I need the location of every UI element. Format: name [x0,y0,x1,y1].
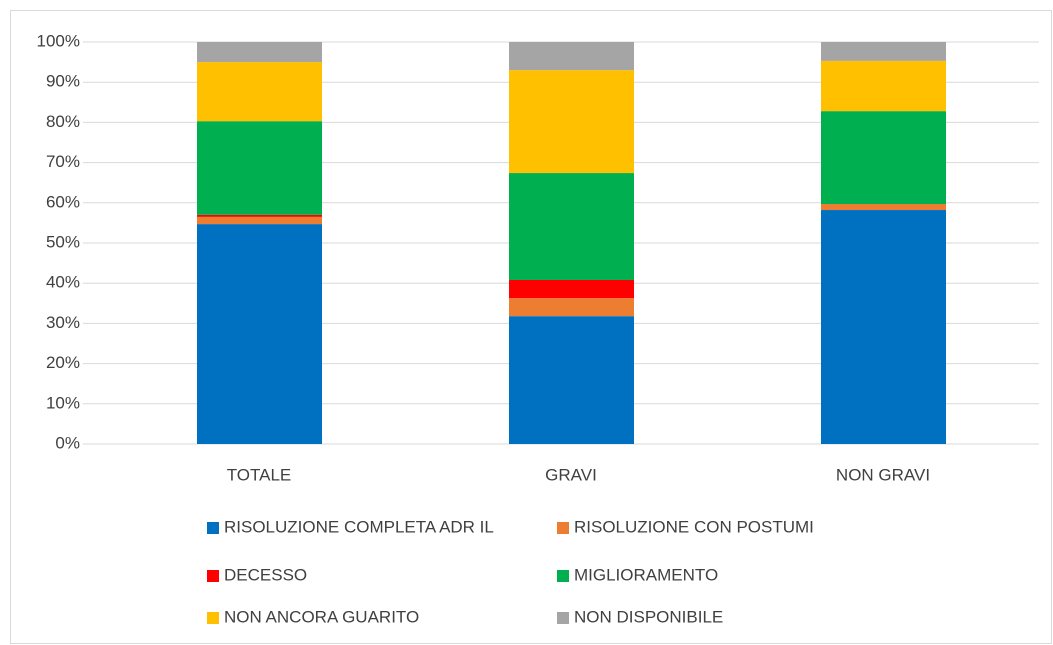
bar-segment [197,42,322,63]
bar-segment [509,279,634,299]
bar-segment [821,210,946,444]
bar-segment [509,42,634,71]
x-tick-label: NON GRAVI [836,465,930,484]
bar-segment [821,111,946,205]
x-tick-label: TOTALE [227,465,292,484]
bar-segment [821,60,946,112]
legend-label: MIGLIORAMENTO [574,565,718,584]
legend-swatch [207,570,219,582]
bar-segment [197,121,322,215]
legend-swatch [557,612,569,624]
y-tick-label: 60% [46,192,80,211]
legend-label: DECESSO [224,565,307,584]
chart-border [10,10,1052,644]
bar-segment [509,298,634,317]
bar-segment [821,42,946,61]
bar-segment [197,62,322,122]
legend-swatch [207,522,219,534]
legend-label: RISOLUZIONE CON POSTUMI [574,517,814,536]
legend-swatch [557,522,569,534]
y-tick-label: 10% [46,393,80,412]
bar-segment [509,316,634,444]
legend-label: NON ANCORA GUARITO [224,607,419,626]
y-tick-label: 70% [46,152,80,171]
y-tick-label: 0% [55,433,80,452]
bar-segment [509,70,634,174]
legend-label: NON DISPONIBILE [574,607,723,626]
bar-segment [821,204,946,211]
legend-label: RISOLUZIONE COMPLETA ADR IL [224,517,494,536]
y-tick-label: 90% [46,72,80,91]
legend-swatch [207,612,219,624]
y-tick-label: 100% [37,31,80,50]
x-tick-label: GRAVI [545,465,597,484]
bar-segment [509,173,634,280]
y-tick-label: 80% [46,112,80,131]
bar-segment [197,214,322,217]
y-tick-label: 50% [46,232,80,251]
bar-segment [197,216,322,225]
y-tick-label: 20% [46,353,80,372]
legend-swatch [557,570,569,582]
y-tick-label: 30% [46,313,80,332]
y-tick-label: 40% [46,273,80,292]
bar-segment [197,224,322,444]
